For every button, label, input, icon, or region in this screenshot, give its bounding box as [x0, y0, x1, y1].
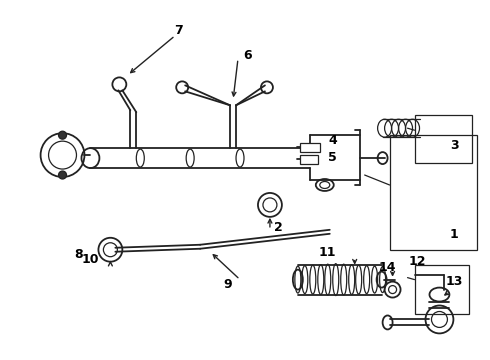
Text: 6: 6: [244, 49, 252, 62]
Bar: [415, 115, 472, 163]
Text: 7: 7: [174, 24, 183, 37]
Text: 3: 3: [450, 139, 459, 152]
Text: 12: 12: [409, 255, 426, 268]
Text: 1: 1: [450, 228, 459, 241]
Text: 4: 4: [328, 134, 337, 147]
Bar: [415, 265, 469, 315]
Text: 9: 9: [224, 278, 232, 291]
Text: 11: 11: [319, 246, 337, 259]
Circle shape: [58, 171, 67, 179]
Bar: [300, 143, 320, 152]
Bar: [300, 155, 318, 164]
Circle shape: [58, 131, 67, 139]
Text: 8: 8: [74, 248, 83, 261]
Text: 2: 2: [273, 221, 282, 234]
Text: 13: 13: [446, 275, 463, 288]
Text: 5: 5: [328, 150, 337, 163]
Text: 14: 14: [379, 261, 396, 274]
Bar: [390, 135, 477, 250]
Text: 10: 10: [82, 253, 99, 266]
